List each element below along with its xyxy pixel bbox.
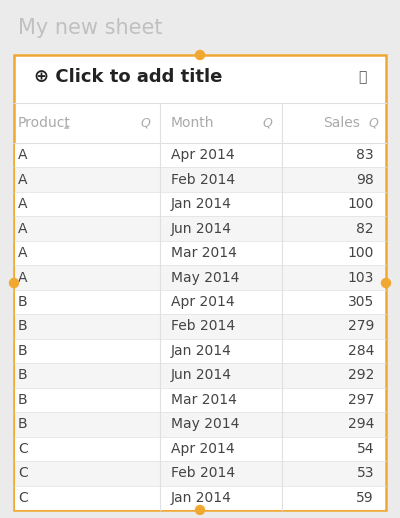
Text: C: C — [18, 491, 28, 505]
Text: 292: 292 — [348, 368, 374, 382]
Text: Feb 2014: Feb 2014 — [171, 172, 235, 186]
Text: 297: 297 — [348, 393, 374, 407]
Bar — [15, 192, 385, 217]
Text: ⊕ Click to add title: ⊕ Click to add title — [34, 68, 222, 86]
Text: B: B — [18, 320, 28, 334]
Text: ⤢: ⤢ — [359, 70, 367, 84]
Text: ▲: ▲ — [64, 123, 69, 129]
Text: Q: Q — [140, 117, 150, 130]
Text: Jan 2014: Jan 2014 — [171, 197, 232, 211]
Text: 305: 305 — [348, 295, 374, 309]
Text: Sales: Sales — [323, 116, 360, 130]
Circle shape — [196, 506, 204, 514]
Circle shape — [196, 50, 204, 60]
Text: Jun 2014: Jun 2014 — [171, 222, 232, 236]
Text: Jan 2014: Jan 2014 — [171, 491, 232, 505]
Text: B: B — [18, 393, 28, 407]
Text: B: B — [18, 344, 28, 358]
Text: B: B — [18, 368, 28, 382]
Text: C: C — [18, 466, 28, 480]
Text: Jun 2014: Jun 2014 — [171, 368, 232, 382]
Bar — [15, 217, 385, 241]
Bar — [15, 461, 385, 485]
Text: 82: 82 — [356, 222, 374, 236]
Text: May 2014: May 2014 — [171, 270, 239, 284]
Text: 103: 103 — [348, 270, 374, 284]
Text: Apr 2014: Apr 2014 — [171, 442, 235, 456]
Bar — [15, 167, 385, 192]
Text: 294: 294 — [348, 418, 374, 431]
Text: Jan 2014: Jan 2014 — [171, 344, 232, 358]
Text: 54: 54 — [356, 442, 374, 456]
Text: Feb 2014: Feb 2014 — [171, 320, 235, 334]
Text: A: A — [18, 148, 28, 162]
Text: Month: Month — [171, 116, 214, 130]
Circle shape — [10, 279, 18, 287]
Bar — [15, 143, 385, 167]
Text: Apr 2014: Apr 2014 — [171, 295, 235, 309]
Text: Feb 2014: Feb 2014 — [171, 466, 235, 480]
Circle shape — [382, 279, 390, 287]
Text: Product: Product — [18, 116, 71, 130]
Bar — [15, 265, 385, 290]
Text: B: B — [18, 418, 28, 431]
Text: B: B — [18, 295, 28, 309]
Bar — [15, 363, 385, 387]
Bar — [15, 485, 385, 510]
Text: 83: 83 — [356, 148, 374, 162]
Text: A: A — [18, 197, 28, 211]
Text: A: A — [18, 270, 28, 284]
Text: A: A — [18, 222, 28, 236]
Text: Mar 2014: Mar 2014 — [171, 246, 237, 260]
Bar — [15, 241, 385, 265]
Bar — [15, 437, 385, 461]
Text: Q: Q — [262, 117, 272, 130]
Text: 98: 98 — [356, 172, 374, 186]
Text: 279: 279 — [348, 320, 374, 334]
Text: 284: 284 — [348, 344, 374, 358]
Text: 100: 100 — [348, 197, 374, 211]
Bar — [15, 314, 385, 339]
Text: 100: 100 — [348, 246, 374, 260]
Text: C: C — [18, 442, 28, 456]
Text: A: A — [18, 172, 28, 186]
Bar — [14, 55, 386, 510]
Bar — [15, 290, 385, 314]
Text: 53: 53 — [356, 466, 374, 480]
Text: Q: Q — [368, 117, 378, 130]
Text: Apr 2014: Apr 2014 — [171, 148, 235, 162]
Bar — [15, 387, 385, 412]
Text: My new sheet: My new sheet — [18, 18, 162, 38]
Text: A: A — [18, 246, 28, 260]
Text: 59: 59 — [356, 491, 374, 505]
Text: Mar 2014: Mar 2014 — [171, 393, 237, 407]
Text: May 2014: May 2014 — [171, 418, 239, 431]
Bar — [15, 339, 385, 363]
Bar — [15, 412, 385, 437]
